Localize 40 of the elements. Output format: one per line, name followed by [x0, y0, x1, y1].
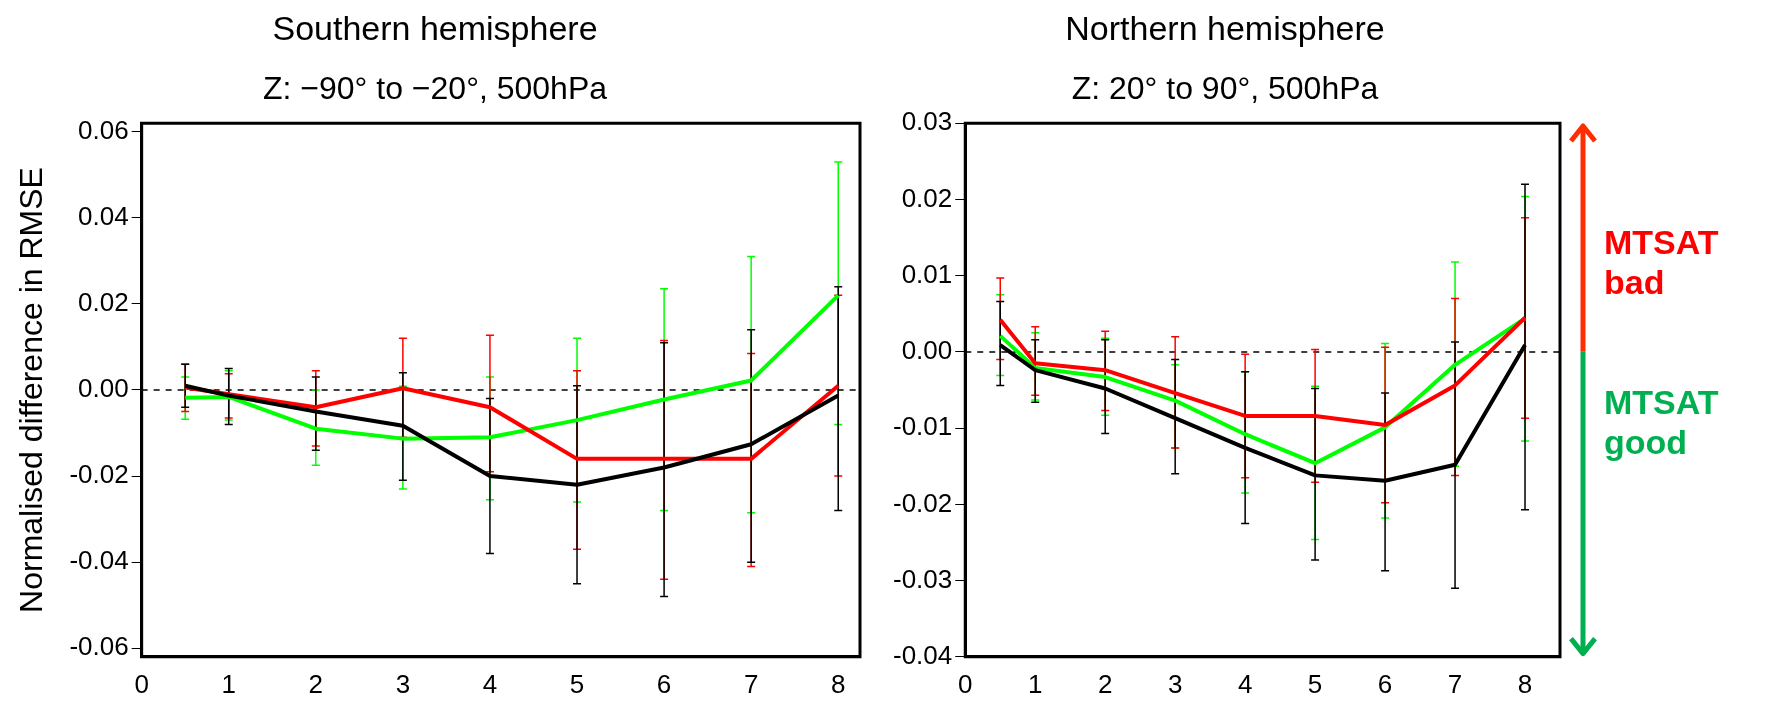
- x-tick-label: 6: [656, 668, 672, 699]
- x-tick-label: 8: [831, 668, 846, 699]
- x-tick-label: 0: [958, 668, 973, 699]
- x-tick-label: 1: [1028, 668, 1043, 699]
- y-tick-label: -0.02: [69, 459, 129, 490]
- x-tick-label: 0: [134, 668, 149, 699]
- y-tick-label: -0.01: [893, 411, 953, 442]
- x-tick-label: 8: [1517, 668, 1533, 699]
- chart-subtitle: Z: −90° to −20°, 500hPa: [262, 69, 608, 106]
- x-tick-label: 3: [1167, 668, 1183, 699]
- y-tick-label: 0.02: [78, 287, 129, 318]
- x-tick-label: 2: [1097, 668, 1113, 699]
- y-tick-label: -0.03: [893, 563, 953, 594]
- chart-title: Northern hemisphere: [1065, 8, 1385, 47]
- x-tick-label: 6: [1377, 668, 1393, 699]
- chart-subtitle: Z: 20° to 90°, 500hPa: [1071, 69, 1379, 106]
- y-axis-title: Normalised difference in RMSE: [13, 167, 50, 613]
- y-tick-label: 0.06: [78, 114, 129, 145]
- y-tick-label: -0.04: [893, 639, 953, 670]
- y-tick-label: -0.04: [69, 545, 129, 576]
- x-tick-label: 1: [221, 668, 236, 699]
- y-tick-label: 0.00: [901, 335, 953, 366]
- x-tick-label: 5: [1307, 668, 1323, 699]
- y-tick-label: -0.02: [893, 487, 953, 518]
- y-tick-label: 0.02: [901, 182, 953, 213]
- text: MTSAT good: [1604, 381, 1720, 462]
- y-tick-label: 0.00: [78, 373, 129, 404]
- x-tick-label: 4: [482, 668, 498, 699]
- x-tick-label: 4: [1237, 668, 1253, 699]
- x-tick-label: 7: [743, 668, 759, 699]
- x-tick-label: 2: [308, 668, 324, 699]
- x-tick-label: 5: [569, 668, 585, 699]
- x-tick-label: 7: [1447, 668, 1463, 699]
- y-tick-label: -0.06: [69, 631, 129, 662]
- y-tick-label: 0.04: [78, 201, 129, 232]
- text: MTSAT bad: [1604, 221, 1720, 302]
- chart-title: Southern hemisphere: [272, 8, 598, 47]
- y-tick-label: 0.01: [901, 258, 953, 289]
- y-tick-label: 0.03: [901, 106, 953, 137]
- x-tick-label: 3: [395, 668, 411, 699]
